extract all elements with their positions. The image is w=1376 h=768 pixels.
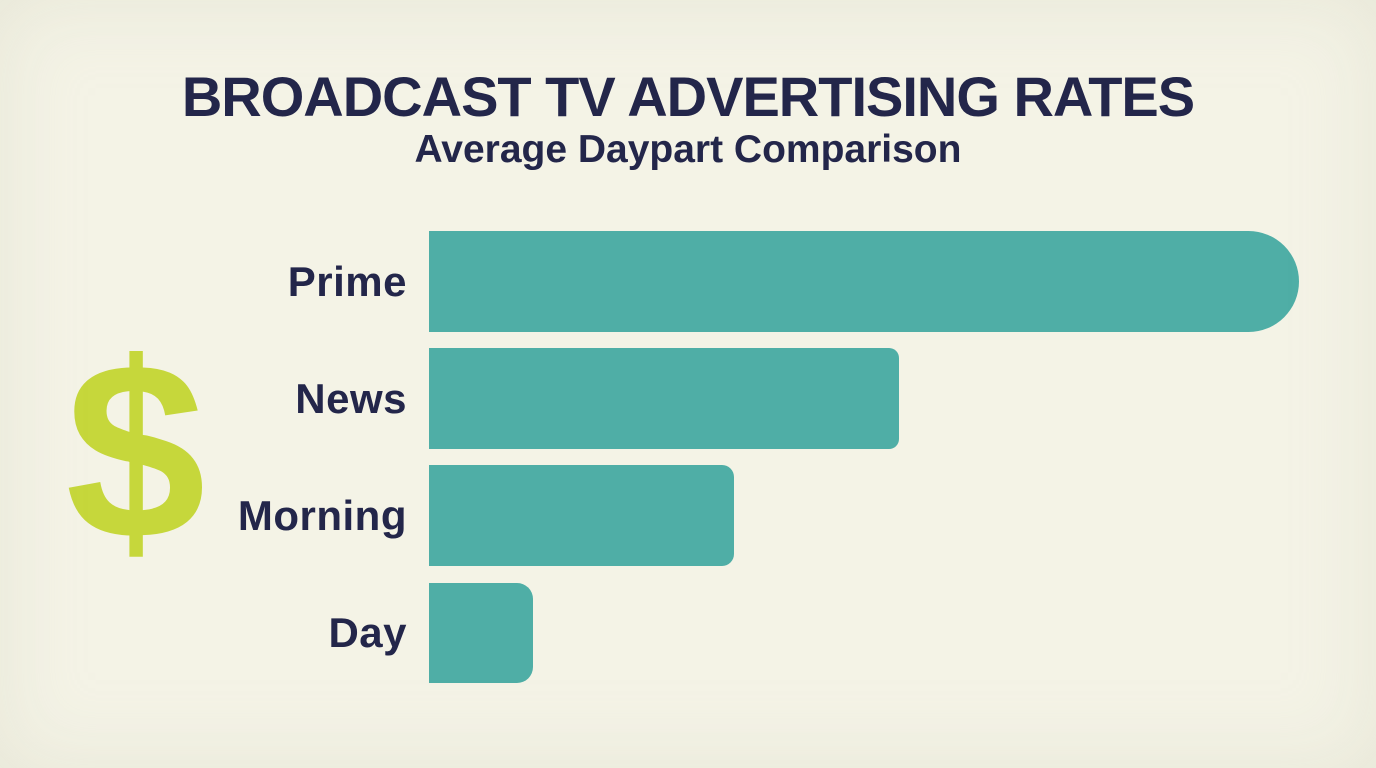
page-subtitle: Average Daypart Comparison xyxy=(414,128,962,171)
bar-label-news: News xyxy=(295,374,407,422)
bar-morning xyxy=(429,465,734,566)
dollar-sign-icon: $ xyxy=(65,311,206,592)
bar-chart: Prime News Morning Day xyxy=(0,231,1376,683)
chart-row-prime: Prime xyxy=(0,231,1376,332)
bar-day xyxy=(429,583,533,683)
bar-prime xyxy=(429,231,1299,332)
page-title: BROADCAST TV ADVERTISING RATES xyxy=(181,65,1195,128)
bar-label-morning: Morning xyxy=(237,491,407,539)
chart-row-morning: Morning xyxy=(0,465,1376,566)
bar-label-prime: Prime xyxy=(287,257,407,305)
bar-news xyxy=(429,348,899,449)
chart-row-day: Day xyxy=(0,583,1376,683)
chart-row-news: News xyxy=(0,348,1376,449)
bar-label-day: Day xyxy=(328,609,407,656)
